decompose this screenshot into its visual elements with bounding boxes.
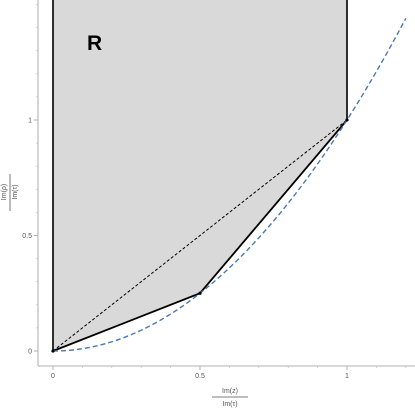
region-r-fill: [53, 0, 347, 351]
x-tick-label-1: 0.5: [195, 373, 205, 380]
series-2-line: [52, 18, 407, 352]
y-tick-label-2: 1: [28, 118, 32, 125]
vertex-point-2: [345, 118, 349, 122]
vertex-point-0: [51, 349, 55, 353]
x-tick-label-2: 1: [345, 373, 349, 380]
x-axis-label: Im(z) Im(τ): [212, 388, 248, 408]
series-layer: [51, 18, 407, 353]
y-tick-label-0: 0: [28, 349, 32, 356]
y-axis-label: Im(ρ) Im(τ): [1, 174, 19, 211]
region-layer: [52, 0, 348, 351]
y-axis-label-numerator: Im(ρ): [1, 184, 8, 200]
x-tick-label-0: 0: [51, 373, 55, 380]
y-axis-label-denominator: Im(τ): [12, 184, 19, 199]
x-axis-label-numerator: Im(z): [222, 388, 238, 395]
axes-layer: 0 0.5 1 0 0.5 1: [22, 0, 415, 380]
region-label: R: [87, 32, 102, 55]
y-tick-label-1: 0.5: [22, 233, 32, 240]
vertex-point-1: [198, 291, 202, 295]
series-1-line: [52, 119, 348, 352]
x-axis-label-denominator: Im(τ): [222, 401, 237, 408]
